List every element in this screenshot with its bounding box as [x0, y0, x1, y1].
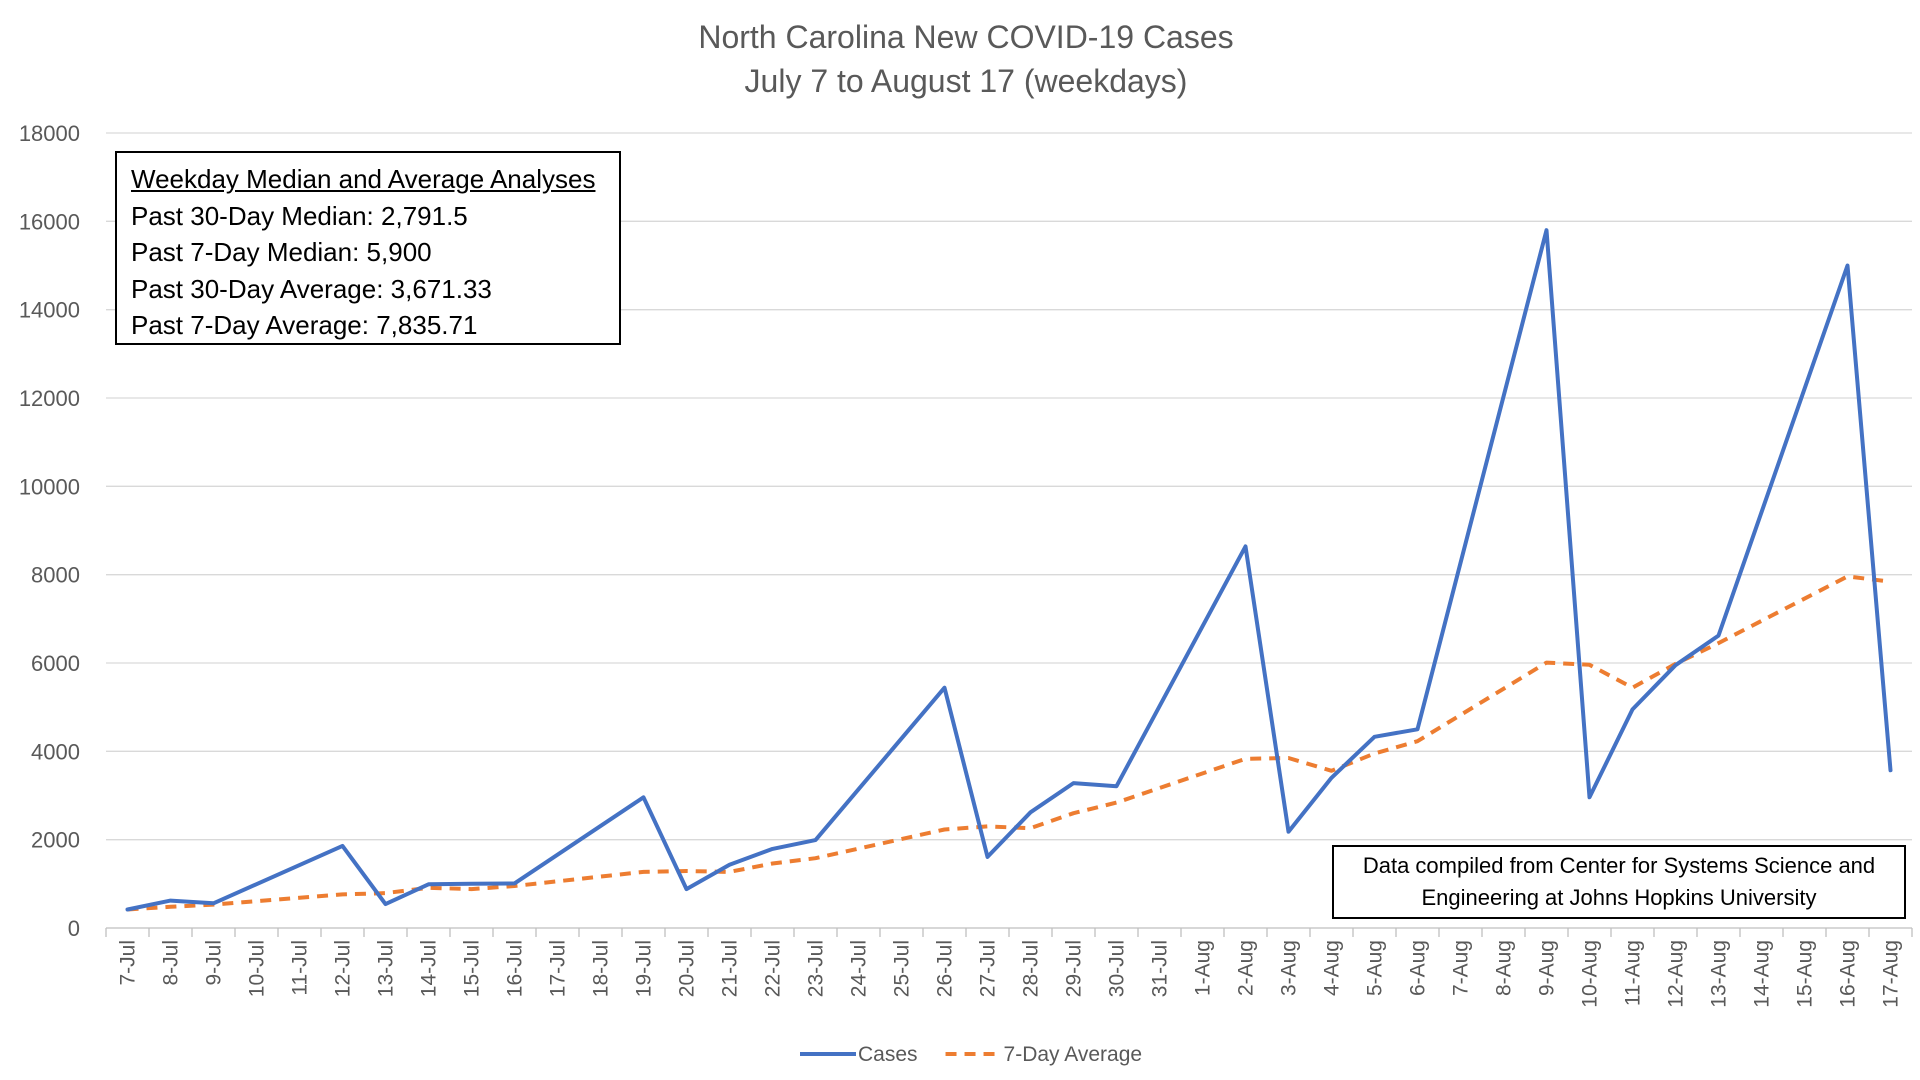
x-tick-label-9-Jul: 9-Jul — [203, 940, 226, 986]
chart-title-group: North Carolina New COVID-19 Cases July 7… — [698, 19, 1233, 99]
x-tick-label-8-Aug: 8-Aug — [1493, 940, 1516, 996]
x-tick-label-19-Jul: 19-Jul — [633, 940, 656, 997]
analysis-heading: Weekday Median and Average Analyses — [131, 164, 596, 194]
y-tick-label-12000: 12000 — [19, 386, 80, 411]
median-average-analysis-box: Weekday Median and Average Analyses Past… — [115, 151, 621, 345]
x-tick-label-28-Jul: 28-Jul — [1020, 940, 1043, 997]
y-tick-label-16000: 16000 — [19, 209, 80, 234]
x-tick-label-7-Jul: 7-Jul — [117, 940, 140, 986]
x-tick-label-17-Jul: 17-Jul — [547, 940, 570, 997]
x-tick-label-11-Jul: 11-Jul — [289, 940, 312, 996]
x-tick-label-18-Jul: 18-Jul — [590, 940, 613, 997]
analysis-line-30-day-average: Past 30-Day Average: 3,671.33 — [131, 273, 492, 304]
x-tick-label-13-Jul: 13-Jul — [375, 940, 398, 997]
x-tick-label-14-Aug: 14-Aug — [1751, 940, 1774, 1008]
series-line-cases — [125, 228, 1893, 912]
x-tick-label-31-Jul: 31-Jul — [1149, 940, 1172, 997]
x-tick-label-8-Jul: 8-Jul — [160, 940, 183, 986]
x-tick-label-11-Aug: 11-Aug — [1622, 940, 1645, 1006]
x-tick-label-15-Aug: 15-Aug — [1794, 940, 1817, 1008]
x-tick-label-14-Jul: 14-Jul — [418, 940, 441, 997]
data-source-line-2: Engineering at Johns Hopkins University — [1421, 885, 1817, 910]
x-tick-label-29-Jul: 29-Jul — [1063, 940, 1086, 997]
x-tick-label-9-Aug: 9-Aug — [1536, 940, 1559, 996]
x-tick-label-20-Jul: 20-Jul — [676, 940, 699, 997]
x-tick-label-24-Jul: 24-Jul — [848, 940, 871, 997]
x-tick-label-17-Aug: 17-Aug — [1880, 940, 1903, 1008]
x-tick-label-26-Jul: 26-Jul — [934, 940, 957, 997]
x-tick-label-25-Jul: 25-Jul — [891, 940, 914, 997]
x-tick-label-10-Jul: 10-Jul — [246, 940, 269, 997]
chart-subtitle: July 7 to August 17 (weekdays) — [745, 63, 1188, 99]
legend-label-7-day-average: 7-Day Average — [1004, 1043, 1143, 1066]
x-tick-label-13-Aug: 13-Aug — [1708, 940, 1731, 1008]
x-axis: 7-Jul 8-Jul 9-Jul 10-Jul 11-Jul 12-Jul 13-Jul 1… — [105, 927, 1913, 1008]
x-tick-label-21-Jul: 21-Jul — [719, 940, 742, 997]
y-tick-label-0: 0 — [68, 916, 80, 941]
x-tick-label-1-Aug: 1-Aug — [1192, 940, 1215, 996]
analysis-line-7-day-median: Past 7-Day Median: 5,900 — [131, 237, 432, 267]
data-source-line-1: Data compiled from Center for Systems Sc… — [1362, 853, 1876, 878]
y-tick-label-14000: 14000 — [19, 298, 80, 323]
x-tick-label-12-Aug: 12-Aug — [1665, 940, 1688, 1008]
x-tick-label-22-Jul: 22-Jul — [762, 940, 785, 997]
y-tick-label-18000: 18000 — [19, 121, 80, 146]
y-tick-label-6000: 6000 — [31, 651, 80, 676]
series-lines — [125, 228, 1893, 912]
x-tick-label-23-Jul: 23-Jul — [805, 940, 828, 997]
x-tick-label-6-Aug: 6-Aug — [1407, 940, 1430, 996]
data-source-note: Data compiled from Center for Systems Sc… — [1332, 845, 1906, 919]
x-tick-label-30-Jul: 30-Jul — [1106, 940, 1129, 997]
legend: Cases 7-Day Average — [800, 1043, 1142, 1066]
x-tick-label-7-Aug: 7-Aug — [1450, 940, 1473, 996]
x-tick-label-12-Jul: 12-Jul — [332, 940, 355, 997]
x-tick-label-15-Jul: 15-Jul — [461, 940, 484, 997]
y-tick-label-8000: 8000 — [31, 563, 80, 588]
x-tick-label-16-Aug: 16-Aug — [1837, 940, 1860, 1008]
y-tick-label-10000: 10000 — [19, 474, 80, 499]
y-tick-label-2000: 2000 — [31, 828, 80, 853]
x-tick-label-5-Aug: 5-Aug — [1364, 940, 1387, 996]
x-tick-label-10-Aug: 10-Aug — [1579, 940, 1602, 1008]
y-axis-tick-labels: 0 2000 4000 6000 8000 10000 12000 14000 16000 180… — [19, 121, 80, 941]
analysis-line-30-day-median: Past 30-Day Median: 2,791.5 — [131, 200, 468, 231]
x-tick-label-27-Jul: 27-Jul — [977, 940, 1000, 997]
legend-label-cases: Cases — [858, 1043, 918, 1066]
x-tick-label-2-Aug: 2-Aug — [1235, 940, 1258, 996]
chart-title: North Carolina New COVID-19 Cases — [698, 19, 1233, 55]
x-tick-label-3-Aug: 3-Aug — [1278, 940, 1301, 996]
x-tick-label-4-Aug: 4-Aug — [1321, 940, 1344, 996]
x-tick-label-16-Jul: 16-Jul — [504, 940, 527, 997]
analysis-line-7-day-average: Past 7-Day Average: 7,835.71 — [131, 310, 478, 340]
y-tick-label-4000: 4000 — [31, 739, 80, 764]
